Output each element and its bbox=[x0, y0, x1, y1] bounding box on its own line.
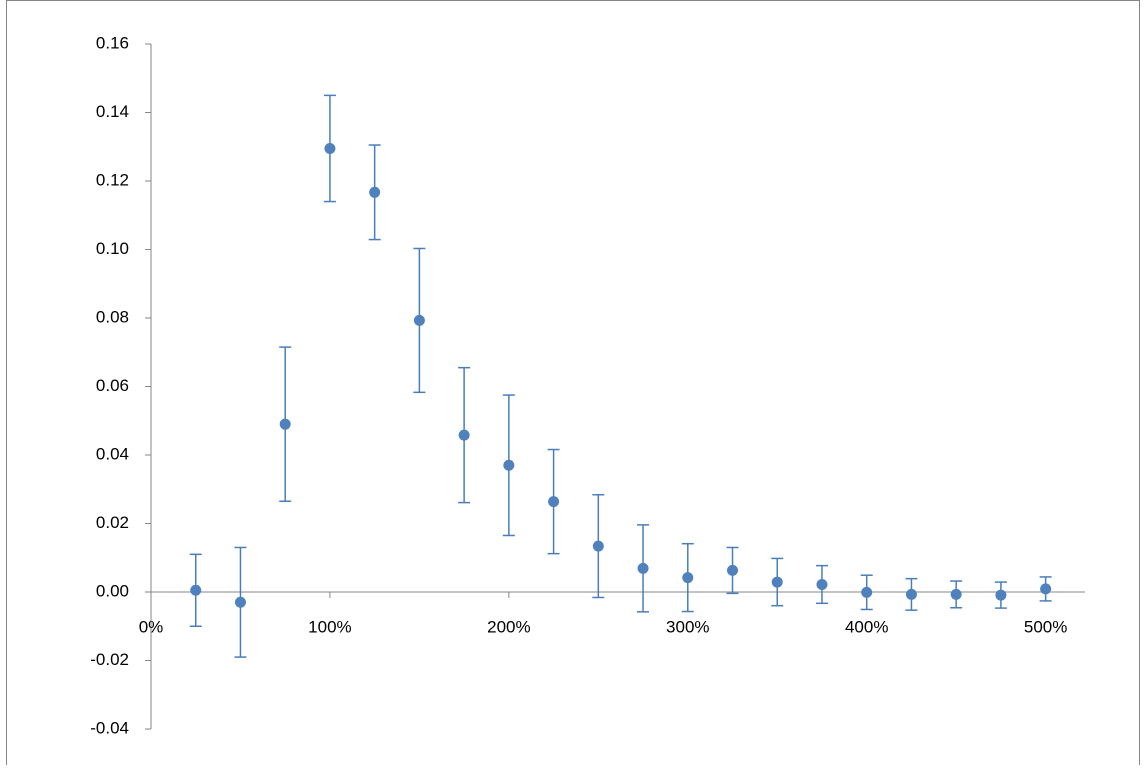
x-tick-label: 0% bbox=[139, 617, 164, 636]
point bbox=[458, 429, 470, 441]
point bbox=[279, 418, 291, 430]
x-tick-label: 100% bbox=[308, 617, 351, 636]
y-tick-label: 0.00 bbox=[96, 581, 129, 600]
point bbox=[950, 588, 962, 600]
y-tick-label: -0.04 bbox=[90, 718, 129, 737]
y-tick-label: 0.04 bbox=[96, 444, 129, 463]
point bbox=[637, 562, 649, 574]
point bbox=[861, 586, 873, 598]
point bbox=[413, 314, 425, 326]
point bbox=[682, 572, 694, 584]
x-tick-label: 200% bbox=[487, 617, 530, 636]
point bbox=[548, 496, 560, 508]
y-tick-label: 0.06 bbox=[96, 376, 129, 395]
point bbox=[771, 576, 783, 588]
point bbox=[503, 459, 515, 471]
y-tick-label: 0.02 bbox=[96, 513, 129, 532]
y-tick-label: -0.02 bbox=[90, 650, 129, 669]
x-tick-label: 300% bbox=[666, 617, 709, 636]
point bbox=[324, 142, 336, 154]
point bbox=[995, 589, 1007, 601]
x-tick-label: 500% bbox=[1024, 617, 1067, 636]
point bbox=[592, 540, 604, 552]
point bbox=[190, 584, 202, 596]
y-tick-label: 0.12 bbox=[96, 170, 129, 189]
x-tick-label: 400% bbox=[845, 617, 888, 636]
chart-border bbox=[6, 0, 1140, 770]
point bbox=[727, 564, 739, 576]
y-tick-label: 0.08 bbox=[96, 307, 129, 326]
y-tick-label: 0.16 bbox=[96, 33, 129, 52]
point bbox=[905, 588, 917, 600]
point bbox=[369, 186, 381, 198]
point bbox=[816, 578, 828, 590]
point bbox=[234, 596, 246, 608]
y-tick-label: 0.10 bbox=[96, 239, 129, 258]
point bbox=[1040, 583, 1052, 595]
y-tick-label: 0.14 bbox=[96, 102, 129, 121]
